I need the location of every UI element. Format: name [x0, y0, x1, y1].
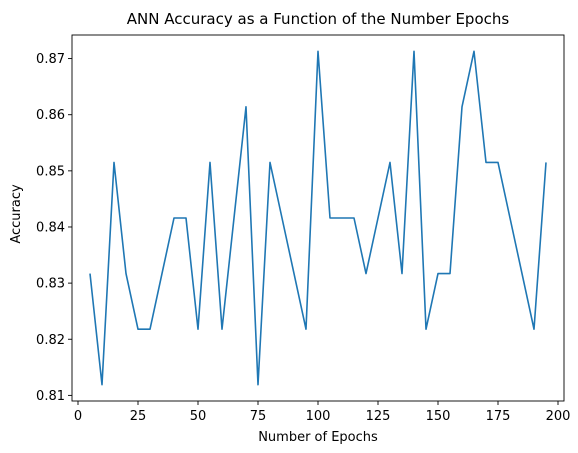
- x-tick-label: 125: [366, 409, 391, 424]
- x-tick-label: 200: [546, 409, 571, 424]
- y-tick-label: 0.85: [36, 164, 65, 179]
- accuracy-series-line: [89, 50, 547, 386]
- plot-frame: [71, 34, 565, 402]
- x-tick-label: 175: [486, 409, 511, 424]
- y-tick-label: 0.86: [36, 108, 65, 123]
- x-tick-label: 75: [250, 409, 267, 424]
- y-tick-label: 0.83: [36, 277, 65, 292]
- axis-ticks: 0 25 50 75 100 125 150 175 200 0.81 0.82 0.83 0.84 0.…: [36, 52, 570, 424]
- x-tick-label: 0: [74, 409, 82, 424]
- x-tick-label: 50: [190, 409, 207, 424]
- y-tick-label: 0.87: [36, 52, 65, 67]
- x-tick-label: 25: [130, 409, 147, 424]
- y-tick-label: 0.82: [36, 333, 65, 348]
- x-axis-label: Number of Epochs: [258, 430, 378, 445]
- plot-area: 0 25 50 75 100 125 150 175 200 0.81 0.82 0.83 0.84 0.…: [36, 34, 570, 424]
- y-axis-label: Accuracy: [9, 184, 24, 244]
- chart-title: ANN Accuracy as a Function of the Number…: [127, 10, 510, 28]
- x-tick-label: 100: [306, 409, 331, 424]
- y-tick-label: 0.81: [36, 389, 65, 404]
- x-tick-label: 150: [426, 409, 451, 424]
- y-tick-label: 0.84: [36, 220, 65, 235]
